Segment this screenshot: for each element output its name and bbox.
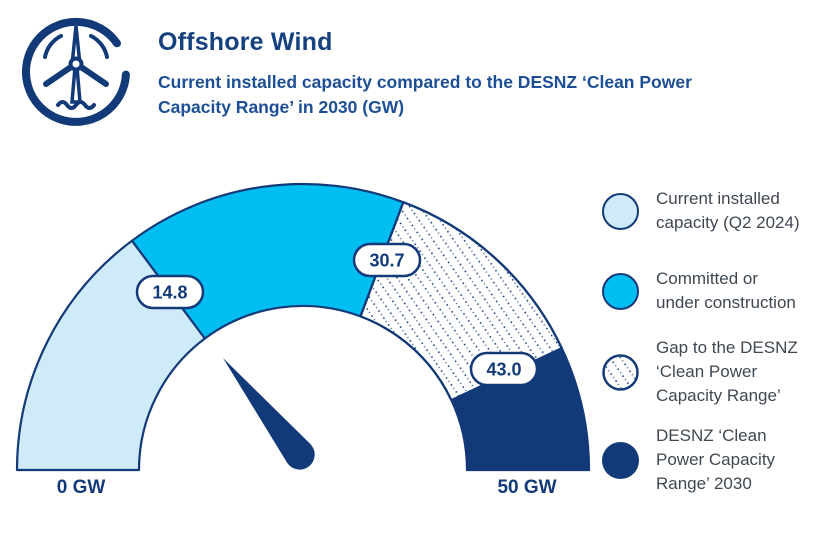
page-subtitle-line-1: Current installed capacity compared to t… (158, 72, 692, 92)
legend-item-desnz-range: DESNZ ‘Clean Power Capacity Range’ 2030 (602, 424, 775, 496)
gauge-segment-desnz-range (450, 347, 591, 472)
legend-item-installed: Current installed capacity (Q2 2024) (602, 187, 800, 235)
gauge-marker-gap: 43.0 (469, 351, 539, 387)
legend-label-line: Range’ 2030 (656, 474, 752, 493)
legend-swatch-cyan-circle (602, 272, 639, 310)
gauge-marker-committed: 30.7 (352, 242, 422, 278)
gauge-marker-installed-value: 14.8 (152, 283, 187, 303)
legend-label-gap: Gap to the DESNZ ‘Clean Power Capacity R… (656, 336, 798, 408)
legend-label-line: Committed or (656, 269, 759, 288)
legend-label-line: ‘Clean Power (656, 362, 758, 381)
page-subtitle-line-2: Capacity Range’ in 2030 (GW) (158, 96, 405, 117)
page-title: Offshore Wind (158, 28, 333, 56)
page-subtitle: Current installed capacity compared to t… (158, 70, 692, 119)
gauge-marker-gap-value: 43.0 (486, 360, 521, 380)
legend-label-line: capacity (Q2 2024) (656, 213, 800, 232)
legend-label-line: Gap to the DESNZ (656, 338, 798, 357)
legend-swatch-navy-circle (602, 441, 639, 479)
legend-label-committed: Committed or under construction (656, 267, 796, 315)
legend-swatch-dotted-hatch-circle (602, 353, 639, 391)
legend-label-line: DESNZ ‘Clean (656, 426, 767, 445)
legend-label-line: Capacity Range’ (656, 386, 781, 405)
legend-label-desnz-range: DESNZ ‘Clean Power Capacity Range’ 2030 (656, 424, 775, 496)
gauge-min-label: 0 GW (57, 477, 106, 498)
gauge-max-label: 50 GW (497, 477, 556, 498)
icon-ring (22, 17, 130, 126)
legend-label-line: Current installed (656, 189, 780, 208)
legend-label-installed: Current installed capacity (Q2 2024) (656, 187, 800, 235)
legend-item-gap: Gap to the DESNZ ‘Clean Power Capacity R… (602, 336, 798, 408)
legend-swatch-light-blue-circle (602, 192, 639, 230)
gauge-chart: 14.8 30.7 43.0 0 GW 50 GW (0, 150, 620, 542)
legend-item-committed: Committed or under construction (602, 267, 796, 315)
offshore-wind-turbine-icon (14, 10, 134, 130)
gauge-marker-committed-value: 30.7 (369, 251, 404, 271)
gauge-needle (223, 358, 315, 470)
gauge-marker-installed: 14.8 (135, 274, 205, 310)
legend: Current installed capacity (Q2 2024) Com… (602, 0, 833, 542)
legend-label-line: under construction (656, 293, 796, 312)
legend-label-line: Power Capacity (656, 450, 776, 469)
